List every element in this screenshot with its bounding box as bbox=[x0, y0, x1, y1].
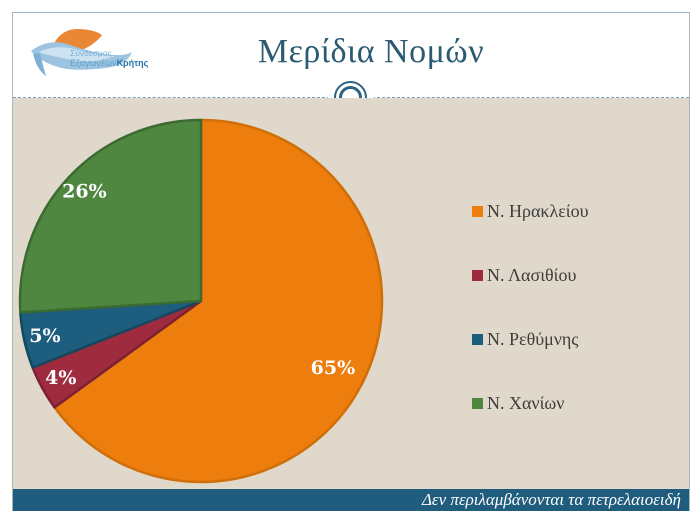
slide: Σύνδεσμος ΕξαγωγέωνΚρήτης Μερίδια Νομών … bbox=[12, 12, 690, 511]
footer-bar: Δεν περιλαμβάνονται τα πετρελαιοειδή bbox=[13, 489, 689, 511]
legend-label-herakleiou: Ν. Ηρακλείου bbox=[487, 201, 589, 221]
logo-brand-line2b: Κρήτης bbox=[117, 58, 149, 68]
legend-item-rethymnis: Ν. Ρεθύμνης bbox=[472, 329, 589, 349]
legend-item-lasithiou: Ν. Λασιθίου bbox=[472, 265, 589, 285]
legend-label-rethymnis: Ν. Ρεθύμνης bbox=[487, 329, 579, 349]
legend-swatch-chanion bbox=[472, 398, 483, 409]
legend-swatch-herakleiou bbox=[472, 206, 483, 217]
pie-slice-0 bbox=[53, 118, 384, 484]
pie-data-label-3: 26% bbox=[62, 181, 107, 203]
pie-data-label-0: 65% bbox=[311, 357, 356, 379]
legend-item-herakleiou: Ν. Ηρακλείου bbox=[472, 201, 589, 221]
legend-swatch-lasithiou bbox=[472, 270, 483, 281]
legend-label-chanion: Ν. Χανίων bbox=[487, 393, 565, 413]
slide-body: 65% 4% 5% 26% Ν. Ηρακλείου Ν. Λασιθίου Ν. Ρ… bbox=[13, 98, 689, 489]
legend-swatch-rethymnis bbox=[472, 334, 483, 345]
svg-text:ΕξαγωγέωνΚρήτης: ΕξαγωγέωνΚρήτης bbox=[70, 58, 149, 68]
logo-brand-line2a: Εξαγωγέων bbox=[70, 58, 117, 68]
pie-data-label-2: 5% bbox=[29, 325, 60, 347]
slide-title: Μερίδια Νομών bbox=[257, 33, 485, 70]
pie-chart: 65% 4% 5% 26% bbox=[18, 118, 384, 484]
pie-slice-3 bbox=[18, 118, 203, 314]
bird-logo-icon bbox=[31, 29, 132, 76]
legend-item-chanion: Ν. Χανίων bbox=[472, 393, 589, 413]
legend-label-lasithiou: Ν. Λασιθίου bbox=[487, 265, 577, 285]
chart-legend: Ν. Ηρακλείου Ν. Λασιθίου Ν. Ρεθύμνης Ν. … bbox=[472, 201, 589, 458]
exporters-association-logo: Σύνδεσμος ΕξαγωγέωνΚρήτης bbox=[31, 29, 149, 76]
logo-brand-line1: Σύνδεσμος bbox=[70, 48, 112, 58]
pie-data-label-1: 4% bbox=[45, 367, 76, 389]
footer-note: Δεν περιλαμβάνονται τα πετρελαιοειδή bbox=[421, 490, 681, 509]
